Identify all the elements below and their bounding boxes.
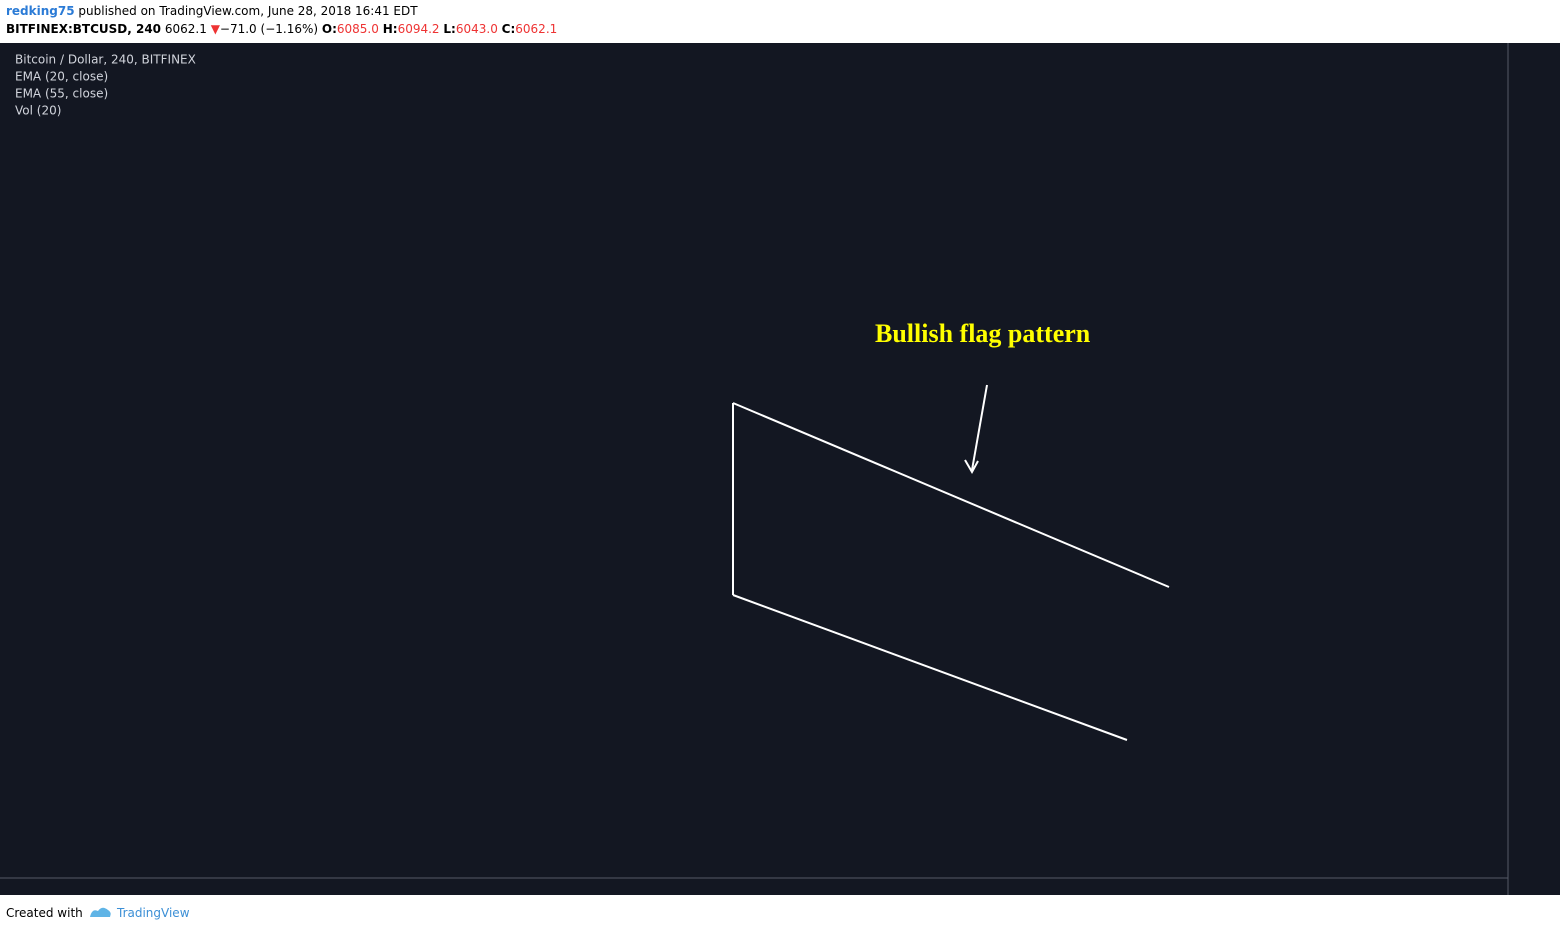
ohlc-label: C:	[501, 22, 516, 36]
symbol: BITFINEX:BTCUSD, 240	[6, 22, 162, 36]
flag-top	[732, 402, 1170, 588]
plot-bg	[0, 43, 1508, 878]
ohlc-value: 6043.0	[455, 22, 498, 36]
price: 6062.1	[164, 22, 207, 36]
ohlc-value: 6062.1	[515, 22, 558, 36]
user[interactable]: redking75	[6, 4, 75, 18]
ohlc-value: 6085.0	[336, 22, 379, 36]
arrow	[971, 384, 988, 471]
footer-brand[interactable]: TradingView	[117, 906, 190, 920]
footer-created: Created with	[6, 906, 83, 920]
legend-title: Bitcoin / Dollar, 240, BITFINEX	[15, 53, 196, 67]
legend-ema20: EMA (20, close)	[15, 70, 108, 84]
ohlc-value: 6094.2	[397, 22, 440, 36]
ohlc-label: H:	[382, 22, 398, 36]
annotation: Bullish flag pattern	[875, 319, 1091, 348]
change: −71.0 (−1.16%)	[219, 22, 319, 36]
chart: Bullish flag pattern Bitcoin / Dollar, 2…	[0, 43, 1560, 895]
ohlc-label: L:	[443, 22, 456, 36]
time-axis-bg	[0, 878, 1508, 895]
published: published on TradingView.com, June 28, 2…	[78, 4, 418, 18]
ohlc: O:6085.0 H:6094.2 L:6043.0 C:6062.1	[322, 22, 557, 36]
arrow: ▼	[210, 22, 220, 36]
header-line2: BITFINEX:BTCUSD, 240 6062.1 ▼−71.0 (−1.1…	[6, 22, 557, 36]
legend-volume: Vol (20)	[15, 104, 61, 118]
flag-bottom	[732, 594, 1128, 741]
logo	[90, 907, 111, 917]
flag-drawing	[732, 384, 1170, 741]
ohlc-label: O:	[321, 22, 337, 36]
arrow-head	[964, 459, 979, 475]
price-axis-bg	[1508, 43, 1560, 895]
header-line1: redking75 published on TradingView.com, …	[6, 4, 418, 18]
legend-ema55: EMA (55, close)	[15, 87, 108, 101]
